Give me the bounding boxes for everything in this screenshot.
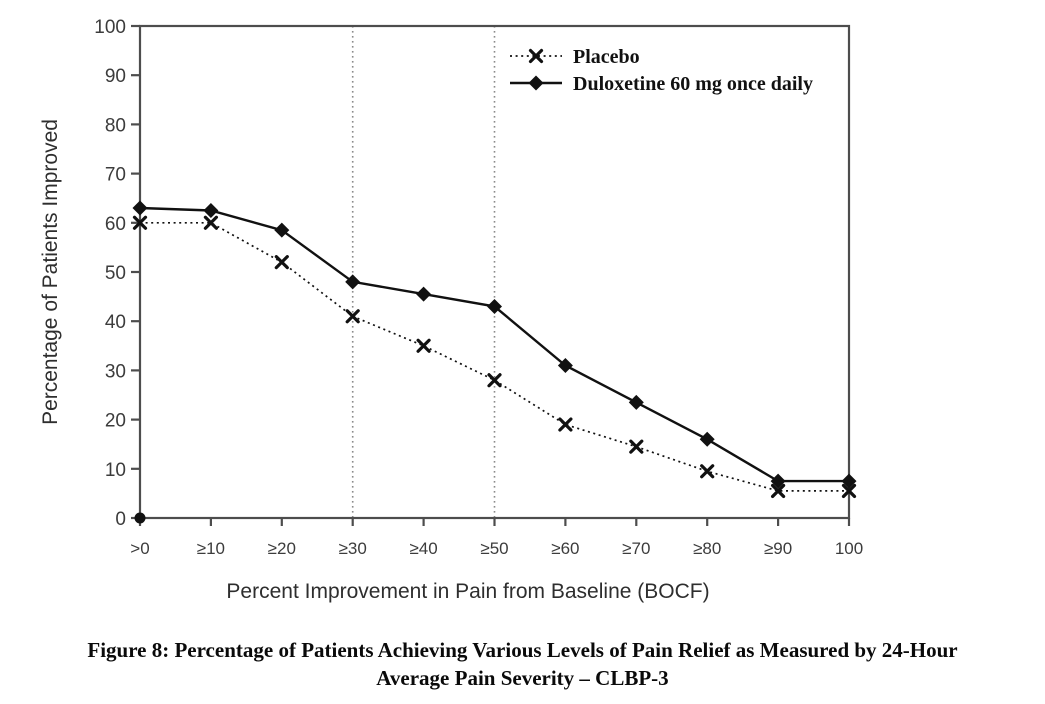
legend-label-duloxetine-60-mg-once-daily: Duloxetine 60 mg once daily bbox=[573, 73, 813, 95]
chart-svg: 0 10 20 30 40 50 60 70 80 90 100 >0 ≥10 ≥20 ≥30 ≥40 ≥50 ≥… bbox=[39, 17, 863, 603]
diamond-marker bbox=[416, 286, 432, 302]
x-marker bbox=[629, 439, 644, 454]
diamond-marker bbox=[699, 431, 715, 447]
x-marker bbox=[700, 464, 715, 479]
x-marker bbox=[416, 338, 431, 353]
diamond-marker bbox=[528, 75, 544, 91]
x-axis-tick-label: 100 bbox=[835, 539, 863, 558]
x-axis-tick-label: ≥20 bbox=[268, 539, 296, 558]
y-axis-tick-label: 100 bbox=[94, 17, 126, 38]
x-axis-tick-label: ≥90 bbox=[764, 539, 792, 558]
x-marker bbox=[345, 309, 360, 324]
caption-line-1: Figure 8: Percentage of Patients Achievi… bbox=[87, 638, 958, 662]
x-marker bbox=[274, 255, 289, 270]
x-marker bbox=[841, 483, 857, 499]
y-axis-tick-label: 20 bbox=[105, 411, 126, 432]
legend-label-placebo: Placebo bbox=[573, 46, 640, 68]
x-axis-title: Percent Improvement in Pain from Baselin… bbox=[226, 580, 709, 603]
x-marker bbox=[558, 417, 573, 432]
diamond-marker bbox=[487, 298, 502, 314]
x-marker bbox=[487, 373, 502, 388]
y-axis-tick-label: 90 bbox=[105, 66, 126, 87]
y-axis-tick-label: 10 bbox=[105, 460, 126, 481]
x-axis-tick-label: ≥30 bbox=[339, 539, 367, 558]
diamond-marker bbox=[345, 274, 361, 290]
y-axis-tick-label: 40 bbox=[105, 312, 126, 333]
series-line-duloxetine-60-mg-once-daily bbox=[139, 206, 849, 483]
x-axis-tick-label: ≥50 bbox=[480, 539, 508, 558]
diamond-marker bbox=[841, 473, 857, 489]
x-marker bbox=[203, 215, 218, 230]
x-marker bbox=[528, 48, 544, 64]
series-line-placebo bbox=[140, 221, 849, 492]
x-axis-tick-label: ≥70 bbox=[622, 539, 650, 558]
x-axis-tick-label: ≥80 bbox=[693, 539, 721, 558]
caption-line-2: Average Pain Severity – CLBP-3 bbox=[376, 666, 669, 690]
origin-dot bbox=[134, 512, 146, 524]
y-axis-tick-label: 50 bbox=[105, 263, 126, 284]
y-axis-tick-label: 30 bbox=[105, 361, 126, 382]
y-axis-tick-label: 70 bbox=[105, 165, 126, 186]
diamond-marker bbox=[203, 203, 219, 218]
y-axis-title: Percentage of Patients Improved bbox=[39, 119, 62, 425]
diamond-marker bbox=[132, 200, 148, 216]
diamond-marker bbox=[770, 473, 786, 489]
x-axis-tick-label: ≥60 bbox=[551, 539, 579, 558]
diamond-marker bbox=[557, 357, 573, 373]
x-marker bbox=[771, 483, 786, 499]
x-axis-tick-label: >0 bbox=[130, 539, 149, 558]
x-axis-tick-label: ≥40 bbox=[409, 539, 437, 558]
y-axis-tick-label: 0 bbox=[115, 509, 126, 530]
x-axis-tick-label: ≥10 bbox=[197, 539, 225, 558]
x-marker bbox=[132, 215, 148, 230]
figure-caption: Figure 8: Percentage of Patients Achievi… bbox=[0, 636, 1045, 692]
y-axis-tick-label: 60 bbox=[105, 214, 126, 235]
diamond-marker bbox=[628, 394, 644, 410]
diamond-marker bbox=[274, 222, 290, 238]
y-axis-tick-label: 80 bbox=[105, 115, 126, 136]
